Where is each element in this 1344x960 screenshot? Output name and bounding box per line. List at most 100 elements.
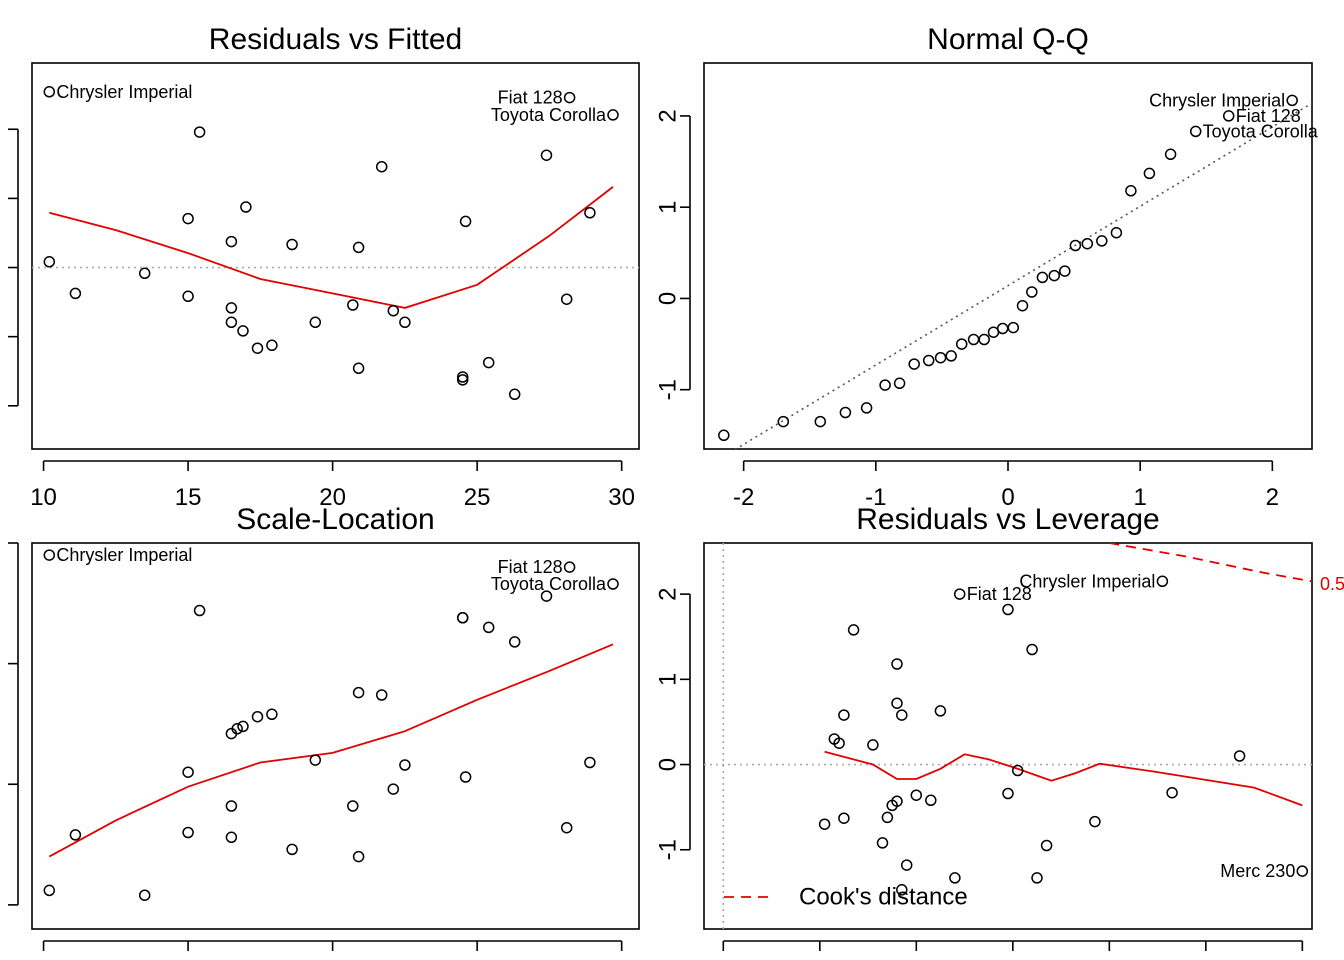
data-point xyxy=(1002,787,1014,800)
data-point xyxy=(309,754,322,766)
data-point xyxy=(193,604,206,617)
point-label: Chrysler Imperial xyxy=(1149,90,1285,110)
data-point xyxy=(266,339,278,352)
data-point xyxy=(1110,226,1123,239)
data-point xyxy=(896,884,908,896)
data-point xyxy=(387,783,400,795)
data-point xyxy=(1081,237,1094,250)
data-point xyxy=(286,843,298,856)
data-point xyxy=(459,215,472,228)
data-point xyxy=(1069,239,1082,252)
data-point xyxy=(1096,235,1108,247)
data-point xyxy=(934,351,947,364)
data-point xyxy=(1002,603,1014,616)
data-point xyxy=(347,299,359,311)
data-point xyxy=(508,388,521,401)
data-point xyxy=(955,338,968,350)
data-point xyxy=(996,322,1009,335)
y-tick-label: -1 xyxy=(655,379,682,400)
data-point xyxy=(1143,167,1156,180)
x-tick-label: 15 xyxy=(175,484,202,511)
x-axis: 10 15 20 25 30 xyxy=(30,460,635,511)
data-point xyxy=(456,371,469,383)
data-point xyxy=(1036,271,1049,284)
x-axis xyxy=(722,940,1304,951)
data-point xyxy=(978,333,990,346)
data-point xyxy=(225,316,238,329)
data-point xyxy=(860,402,873,414)
y-tick-label: 2 xyxy=(655,587,682,600)
x-tick-label: 1 xyxy=(1133,484,1146,511)
data-point xyxy=(967,333,980,346)
data-point xyxy=(867,739,879,751)
x-tick-label: -1 xyxy=(865,484,886,511)
data-point xyxy=(138,267,151,280)
data-point xyxy=(240,201,252,213)
data-point xyxy=(225,831,238,844)
data-point xyxy=(352,686,365,699)
data-point xyxy=(945,350,957,362)
data-point xyxy=(1156,575,1169,588)
data-point xyxy=(231,723,243,735)
data-point xyxy=(387,304,400,317)
data-point xyxy=(1222,110,1235,122)
panel-3: Scale-Location Chrysler Imperial Fiat 128T… xyxy=(8,503,640,951)
data-point xyxy=(375,689,388,701)
data-point xyxy=(814,415,827,428)
data-point xyxy=(838,812,850,824)
y-tick-label: 0 xyxy=(655,758,682,771)
data-point xyxy=(953,588,966,600)
panel-2: Normal Q-Q -2 -1 0 1 2 -1 0 1 2 Chrysler ImperialF… xyxy=(655,23,1319,511)
qq-reference-line xyxy=(734,102,1312,449)
data-point xyxy=(286,238,298,251)
data-point xyxy=(584,756,596,769)
data-point xyxy=(900,859,913,871)
chart-title: Normal Q-Q xyxy=(927,23,1089,56)
data-point xyxy=(839,406,852,419)
data-point xyxy=(69,287,82,300)
point-label: Toyota Corolla xyxy=(491,574,607,594)
chart-title: Scale-Location xyxy=(236,503,434,536)
data-point xyxy=(1089,815,1101,828)
data-point xyxy=(1040,839,1053,852)
data-point xyxy=(456,374,469,386)
data-point xyxy=(891,697,903,709)
data-point xyxy=(949,872,961,884)
data-point xyxy=(607,109,619,121)
data-point xyxy=(352,850,365,863)
data-point xyxy=(891,658,903,670)
data-point xyxy=(1286,94,1298,107)
data-point xyxy=(225,235,238,248)
data-point xyxy=(482,621,495,634)
y-axis xyxy=(8,542,19,906)
plot-area xyxy=(718,94,1312,449)
cooks-distance-contour xyxy=(1109,543,1312,583)
x-tick-label: 10 xyxy=(30,484,57,511)
data-point xyxy=(43,256,56,268)
data-point xyxy=(563,91,576,104)
smoother-line xyxy=(824,750,1303,807)
panel-4: Residuals vs Leverage -1 0 1 2 Chrysler Imper… xyxy=(655,503,1344,951)
data-point xyxy=(459,771,472,783)
data-point xyxy=(910,789,923,801)
data-point xyxy=(838,709,850,721)
data-point xyxy=(352,241,365,254)
data-point xyxy=(881,811,894,824)
y-axis: -1 0 1 2 xyxy=(655,587,691,860)
data-point xyxy=(251,342,264,354)
data-point xyxy=(1125,185,1137,197)
data-point xyxy=(540,149,553,161)
data-point xyxy=(777,415,790,428)
data-point xyxy=(251,710,264,723)
data-point xyxy=(182,766,194,778)
data-point xyxy=(193,126,206,138)
x-tick-label: 0 xyxy=(1001,484,1014,511)
data-point xyxy=(182,290,194,303)
y-tick-label: 1 xyxy=(655,200,682,213)
data-point xyxy=(818,818,831,830)
data-point xyxy=(891,795,903,807)
data-point xyxy=(225,302,238,314)
data-point xyxy=(309,316,322,329)
data-point xyxy=(347,800,359,812)
